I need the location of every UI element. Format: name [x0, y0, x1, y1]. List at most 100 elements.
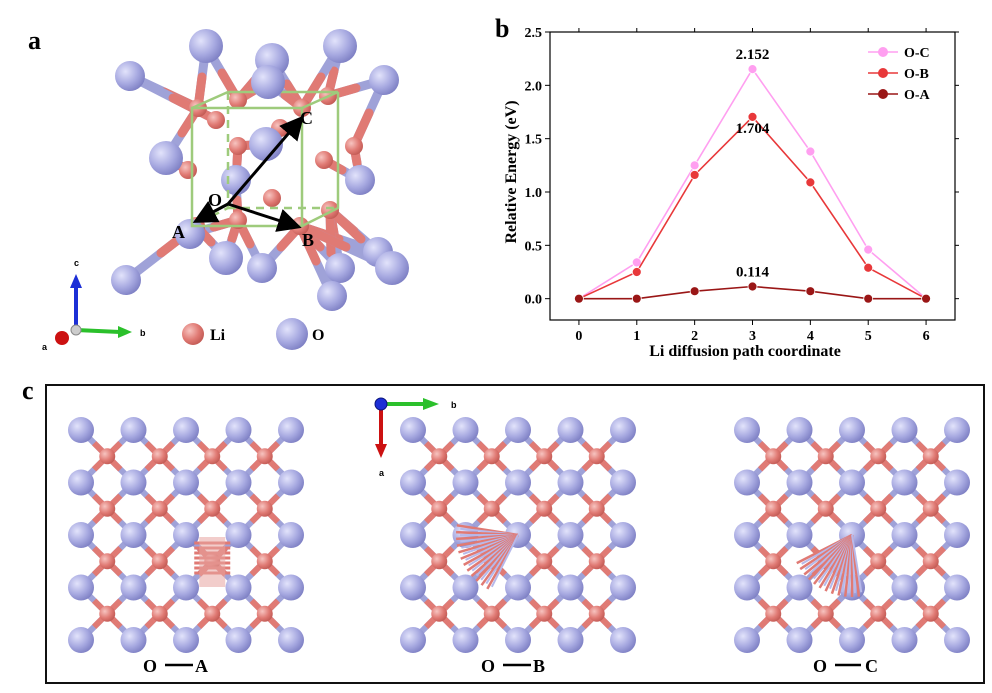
- o-atom-2d: [68, 417, 94, 443]
- li-atom-2d: [922, 605, 939, 622]
- series-point-o-a: [805, 286, 816, 297]
- o-atom-2d: [944, 574, 970, 601]
- views-2d: [68, 417, 970, 653]
- view-ob-right: B: [533, 656, 545, 676]
- o-atom-2d: [278, 469, 304, 496]
- li-atom-2d: [765, 605, 782, 622]
- li-atom-2d: [536, 553, 553, 570]
- o-atom-2d: [400, 574, 426, 601]
- o-atom: [249, 127, 283, 161]
- li-atom-2d: [588, 448, 605, 465]
- o-atom-2d: [120, 522, 147, 548]
- atoms-3d-front: [149, 29, 409, 285]
- li-atom-2d: [765, 500, 782, 517]
- view-oc-right: C: [865, 656, 878, 676]
- axis-triad-a: [55, 274, 132, 345]
- o-atom-2d: [452, 417, 479, 443]
- o-atom-2d: [891, 469, 918, 496]
- li-atom-2d: [99, 605, 116, 622]
- li-atom-2d: [204, 605, 221, 622]
- point-b-label: B: [302, 230, 314, 250]
- li-atom-2d: [99, 553, 116, 570]
- series-point-o-c: [747, 64, 758, 75]
- series-point-o-b: [689, 170, 700, 180]
- li-atom-2d: [204, 448, 221, 465]
- o-atom-2d: [225, 417, 252, 443]
- li-atom: [229, 211, 247, 229]
- li-atom-2d: [483, 448, 500, 465]
- o-atom-2d: [278, 522, 304, 548]
- o-atom-2d: [400, 522, 426, 548]
- o-atom-2d: [610, 469, 636, 496]
- o-atom-2d: [452, 574, 479, 601]
- li-atom-2d: [870, 553, 887, 570]
- y-tick-label: 0.0: [525, 293, 543, 308]
- o-atom-2d: [173, 574, 199, 601]
- view-label-oa: O A: [143, 656, 208, 676]
- o-atom-2d: [610, 417, 636, 443]
- li-atom-2d: [765, 553, 782, 570]
- li-atom: [207, 111, 225, 129]
- series-point-o-c: [689, 160, 700, 171]
- view-2d: [734, 417, 970, 653]
- o-atom-2d: [839, 417, 865, 443]
- o-atom-2d: [610, 627, 636, 653]
- y-tick-label: 2.0: [525, 79, 543, 94]
- o-atom-2d: [734, 417, 760, 443]
- o-atom-2d: [891, 417, 918, 443]
- o-atom-2d: [400, 417, 426, 443]
- o-atom-2d: [68, 574, 94, 601]
- point-c-label: C: [300, 108, 313, 128]
- series-point-o-c: [863, 244, 874, 255]
- legend-marker: [878, 89, 888, 99]
- x-tick-label: 6: [923, 329, 930, 344]
- o-atom: [345, 165, 375, 195]
- li-atom-2d: [870, 605, 887, 622]
- legend-marker: [878, 68, 888, 78]
- view-oa-right: A: [195, 656, 208, 676]
- li-atom: [345, 137, 363, 155]
- o-atom: [209, 241, 243, 275]
- o-atom-2d: [173, 522, 199, 548]
- o-atom: [115, 61, 145, 91]
- view-label-oc: O C: [813, 656, 878, 676]
- li-atom-2d: [817, 500, 834, 517]
- x-tick-label: 1: [633, 329, 640, 344]
- view-atoms: [68, 417, 304, 653]
- crystal-structure-2d: b a O A O B O C: [68, 397, 970, 676]
- diffusion-path: [456, 524, 520, 590]
- o-atom-2d: [278, 417, 304, 443]
- li-atom: [229, 91, 247, 109]
- view-2d: [400, 417, 636, 653]
- o-atom-2d: [278, 627, 304, 653]
- li-atom-2d: [817, 605, 834, 622]
- atoms-3d-back: [111, 61, 399, 311]
- o-atom: [221, 165, 251, 195]
- li-atom: [229, 137, 247, 155]
- series-point-o-c: [805, 146, 816, 157]
- o-atom-2d: [891, 574, 918, 601]
- o-atom-2d: [225, 522, 252, 548]
- view-oc-left: O: [813, 656, 827, 676]
- li-atom-2d: [922, 448, 939, 465]
- legend-label: O-A: [904, 88, 931, 103]
- o-atom: [247, 253, 277, 283]
- y-tick-label: 2.5: [525, 26, 543, 41]
- o-atom-2d: [452, 627, 479, 653]
- li-atom-2d: [431, 500, 448, 517]
- y-tick-label: 1.0: [525, 186, 543, 201]
- chart-xlabel: Li diffusion path coordinate: [649, 343, 841, 360]
- legend-marker: [878, 47, 888, 57]
- o-atom-2d: [225, 574, 252, 601]
- li-atom-2d: [99, 500, 116, 517]
- li-atom-2d: [151, 553, 168, 570]
- legend-o-swatch: [276, 318, 308, 350]
- series-point-o-a: [574, 293, 584, 304]
- panel-a-letter: a: [28, 26, 41, 55]
- path-line: [851, 534, 863, 593]
- o-atom-2d: [891, 627, 918, 653]
- axis-b-label: b: [140, 328, 146, 338]
- chart-axes: 0 1 2 3 4 5 6 0.0 0.5 1.0 1.5 2.0 2.5: [525, 26, 959, 344]
- series-point-o-a: [631, 293, 642, 304]
- li-atom-2d: [765, 448, 782, 465]
